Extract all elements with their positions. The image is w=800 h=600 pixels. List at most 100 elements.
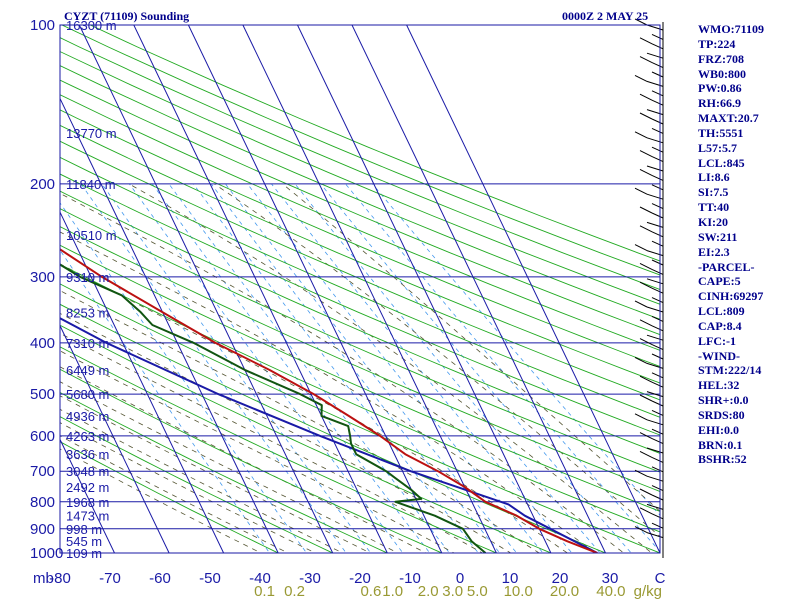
wind-barb [639, 93, 653, 101]
mixing-ratio-label: 0.2 [284, 583, 305, 600]
dry-adiabat [60, 263, 660, 533]
chart-title: CYZT (71109) Sounding [64, 9, 189, 23]
wind-barb [651, 522, 664, 529]
stat-item: EHI:0.0 [698, 422, 740, 437]
stat-item: TP:224 [698, 36, 736, 51]
dry-adiabat [60, 368, 443, 553]
height-label: 3048 m [66, 464, 109, 479]
height-label: 1473 m [66, 509, 109, 524]
wind-barb [634, 413, 648, 421]
dry-adiabat [60, 124, 660, 384]
stat-item: CINH:69297 [698, 289, 764, 304]
dry-adiabat [60, 244, 660, 512]
temperature-tick-label: -30 [299, 570, 321, 587]
wind-barb [651, 315, 664, 322]
mixing-ratio-label: 0.6 [360, 583, 381, 600]
wind-barb [651, 494, 664, 501]
wind-barb [639, 262, 653, 270]
dry-adiabat [60, 391, 389, 553]
dry-adiabat [60, 416, 334, 553]
wind-barb [651, 268, 664, 275]
mixing-ratio-line [60, 202, 308, 553]
dewpoint-profile-line [60, 263, 487, 553]
stat-item: SHR+:0.0 [698, 393, 749, 408]
wind-barb [639, 37, 653, 45]
wind-barb [639, 488, 653, 496]
stat-item: PW:0.86 [698, 81, 742, 96]
mixing-ratio-unit: g/kg [634, 583, 662, 600]
pressure-label: 300 [30, 269, 55, 286]
wind-barb [651, 428, 664, 435]
wind-barb [634, 244, 648, 252]
wind-barb [634, 356, 648, 364]
stat-item: KI:20 [698, 214, 728, 229]
wind-barb [639, 225, 653, 233]
stat-item: BSHR:52 [698, 452, 747, 467]
wind-barb [651, 99, 664, 106]
dry-adiabat [60, 226, 660, 492]
temperature-tick-label: -70 [99, 570, 121, 587]
wind-barb [634, 187, 648, 195]
isotherm [60, 97, 279, 553]
stat-item: L57:5.7 [698, 140, 737, 155]
mixing-ratio-label: 1.0 [382, 583, 403, 600]
wind-barb [639, 450, 653, 458]
wind-barb [651, 203, 664, 210]
wind-barb [651, 381, 664, 388]
dry-adiabat [60, 25, 660, 276]
wind-barb [651, 62, 664, 69]
stat-item: EI:2.3 [698, 244, 730, 259]
temperature-tick-label: -60 [149, 570, 171, 587]
temperature-tick-label: -10 [399, 570, 421, 587]
isotherm [351, 25, 606, 553]
height-label: 13770 m [66, 126, 117, 141]
stats-panel: WMO:71109 TP:224 FRZ:708 WB0:800 PW:0.86 RH:6… [698, 22, 798, 467]
pressure-label: 400 [30, 335, 55, 352]
temperature-tick-label: -80 [49, 570, 71, 587]
wind-barb [639, 375, 653, 383]
wind-barb [651, 231, 664, 238]
wind-barb [651, 456, 664, 463]
wind-barb [634, 526, 648, 534]
moist-adiabat [214, 183, 660, 537]
isotherm [242, 25, 497, 553]
wind-barb [651, 409, 664, 416]
pressure-label: 1000 [30, 545, 63, 562]
wind-barb [651, 174, 664, 181]
moist-adiabat [60, 263, 569, 553]
stat-item: RH:66.9 [698, 96, 741, 111]
wind-barb [651, 43, 664, 50]
stat-item: TT:40 [698, 200, 730, 215]
stat-item: -WIND- [698, 348, 740, 363]
wind-barb [651, 156, 664, 163]
dry-adiabat [60, 303, 607, 553]
wind-barb [639, 319, 653, 327]
wind-barb [634, 131, 648, 139]
temperature-profile-line [60, 248, 598, 553]
chart-time: 0000Z 2 MAY 25 [562, 9, 648, 23]
stat-item: HEL:32 [698, 378, 740, 393]
wind-barb [639, 338, 653, 346]
pressure-label: 100 [30, 17, 55, 34]
temperature-tick-label: -20 [349, 570, 371, 587]
temperature-tick-label: -40 [249, 570, 271, 587]
wind-barb [651, 90, 664, 97]
height-label: 545 m [66, 534, 102, 549]
dry-adiabat [60, 51, 660, 305]
dry-adiabat [60, 156, 660, 418]
wind-barb [651, 485, 664, 492]
mixing-ratio-line [320, 183, 632, 553]
wind-barb [651, 146, 664, 153]
mixing-ratio-line [129, 183, 404, 553]
wind-barb [651, 372, 664, 379]
pressure-label: 900 [30, 521, 55, 538]
mixing-ratio-line [247, 183, 544, 553]
pressure-label: 600 [30, 428, 55, 445]
stat-item: BRN:0.1 [698, 437, 743, 452]
isotherm [78, 25, 334, 553]
isotherm [133, 25, 388, 553]
height-label: 4936 m [66, 409, 109, 424]
stat-item: SI:7.5 [698, 185, 729, 200]
moist-adiabat [60, 435, 289, 553]
